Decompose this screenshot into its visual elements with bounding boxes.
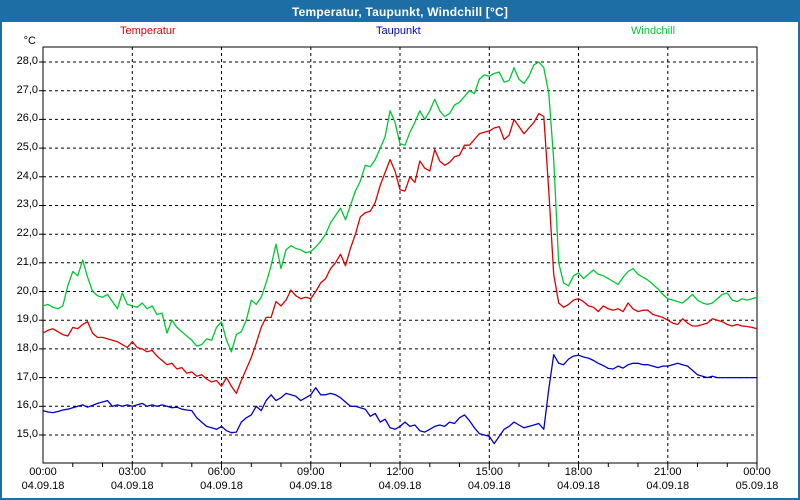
y-tick-label: 20,0	[16, 284, 38, 297]
y-tick-label: 19,0	[16, 313, 38, 326]
x-tick-date-label: 04.09.18	[110, 480, 154, 492]
x-tick-time-label: 03:00	[118, 466, 147, 478]
title-bar: Temperatur, Taupunkt, Windchill [°C]	[2, 2, 798, 22]
legend-taupunkt: Taupunkt	[376, 25, 421, 37]
y-tick-label: 24,0	[16, 169, 38, 182]
x-tick-time-label: 00:00	[29, 466, 57, 478]
y-tick-label: 15,0	[16, 427, 38, 440]
y-tick-label: 28,0	[16, 55, 38, 67]
x-tick-date-label: 04.09.18	[557, 480, 600, 492]
y-tick-label: 27,0	[16, 83, 38, 96]
legend-temperatur: Temperatur	[120, 25, 176, 37]
x-tick-time-label: 09:00	[296, 466, 325, 478]
y-axis-unit-label: °C	[23, 35, 36, 47]
y-tick-label: 16,0	[16, 399, 38, 412]
x-tick-time-label: 21:00	[653, 466, 682, 478]
x-tick-date-label: 04.09.18	[289, 480, 333, 492]
y-tick-label: 25,0	[16, 141, 38, 154]
x-tick-time-label: 06:00	[207, 466, 236, 478]
window-title: Temperatur, Taupunkt, Windchill [°C]	[291, 5, 509, 19]
legend-windchill: Windchill	[631, 25, 676, 37]
x-tick-time-label: 12:00	[386, 466, 414, 478]
x-tick-date-label: 04.09.18	[646, 480, 690, 492]
x-tick-date-label: 05.09.18	[735, 480, 779, 492]
x-tick-date-label: 04.09.18	[378, 480, 422, 492]
x-tick-date-label: 04.09.18	[200, 480, 243, 492]
x-tick-time-label: 15:00	[475, 466, 504, 478]
x-tick-date-label: 04.09.18	[467, 480, 511, 492]
x-tick-date-label: 04.09.18	[21, 480, 65, 492]
x-tick-time-label: 18:00	[564, 466, 593, 478]
y-tick-label: 23,0	[16, 198, 38, 211]
y-tick-label: 26,0	[16, 112, 38, 125]
y-tick-label: 21,0	[16, 255, 38, 268]
y-tick-label: 17,0	[16, 370, 38, 383]
y-tick-label: 18,0	[16, 341, 38, 354]
y-tick-label: 22,0	[16, 227, 38, 240]
x-tick-time-label: 00:00	[743, 466, 771, 478]
